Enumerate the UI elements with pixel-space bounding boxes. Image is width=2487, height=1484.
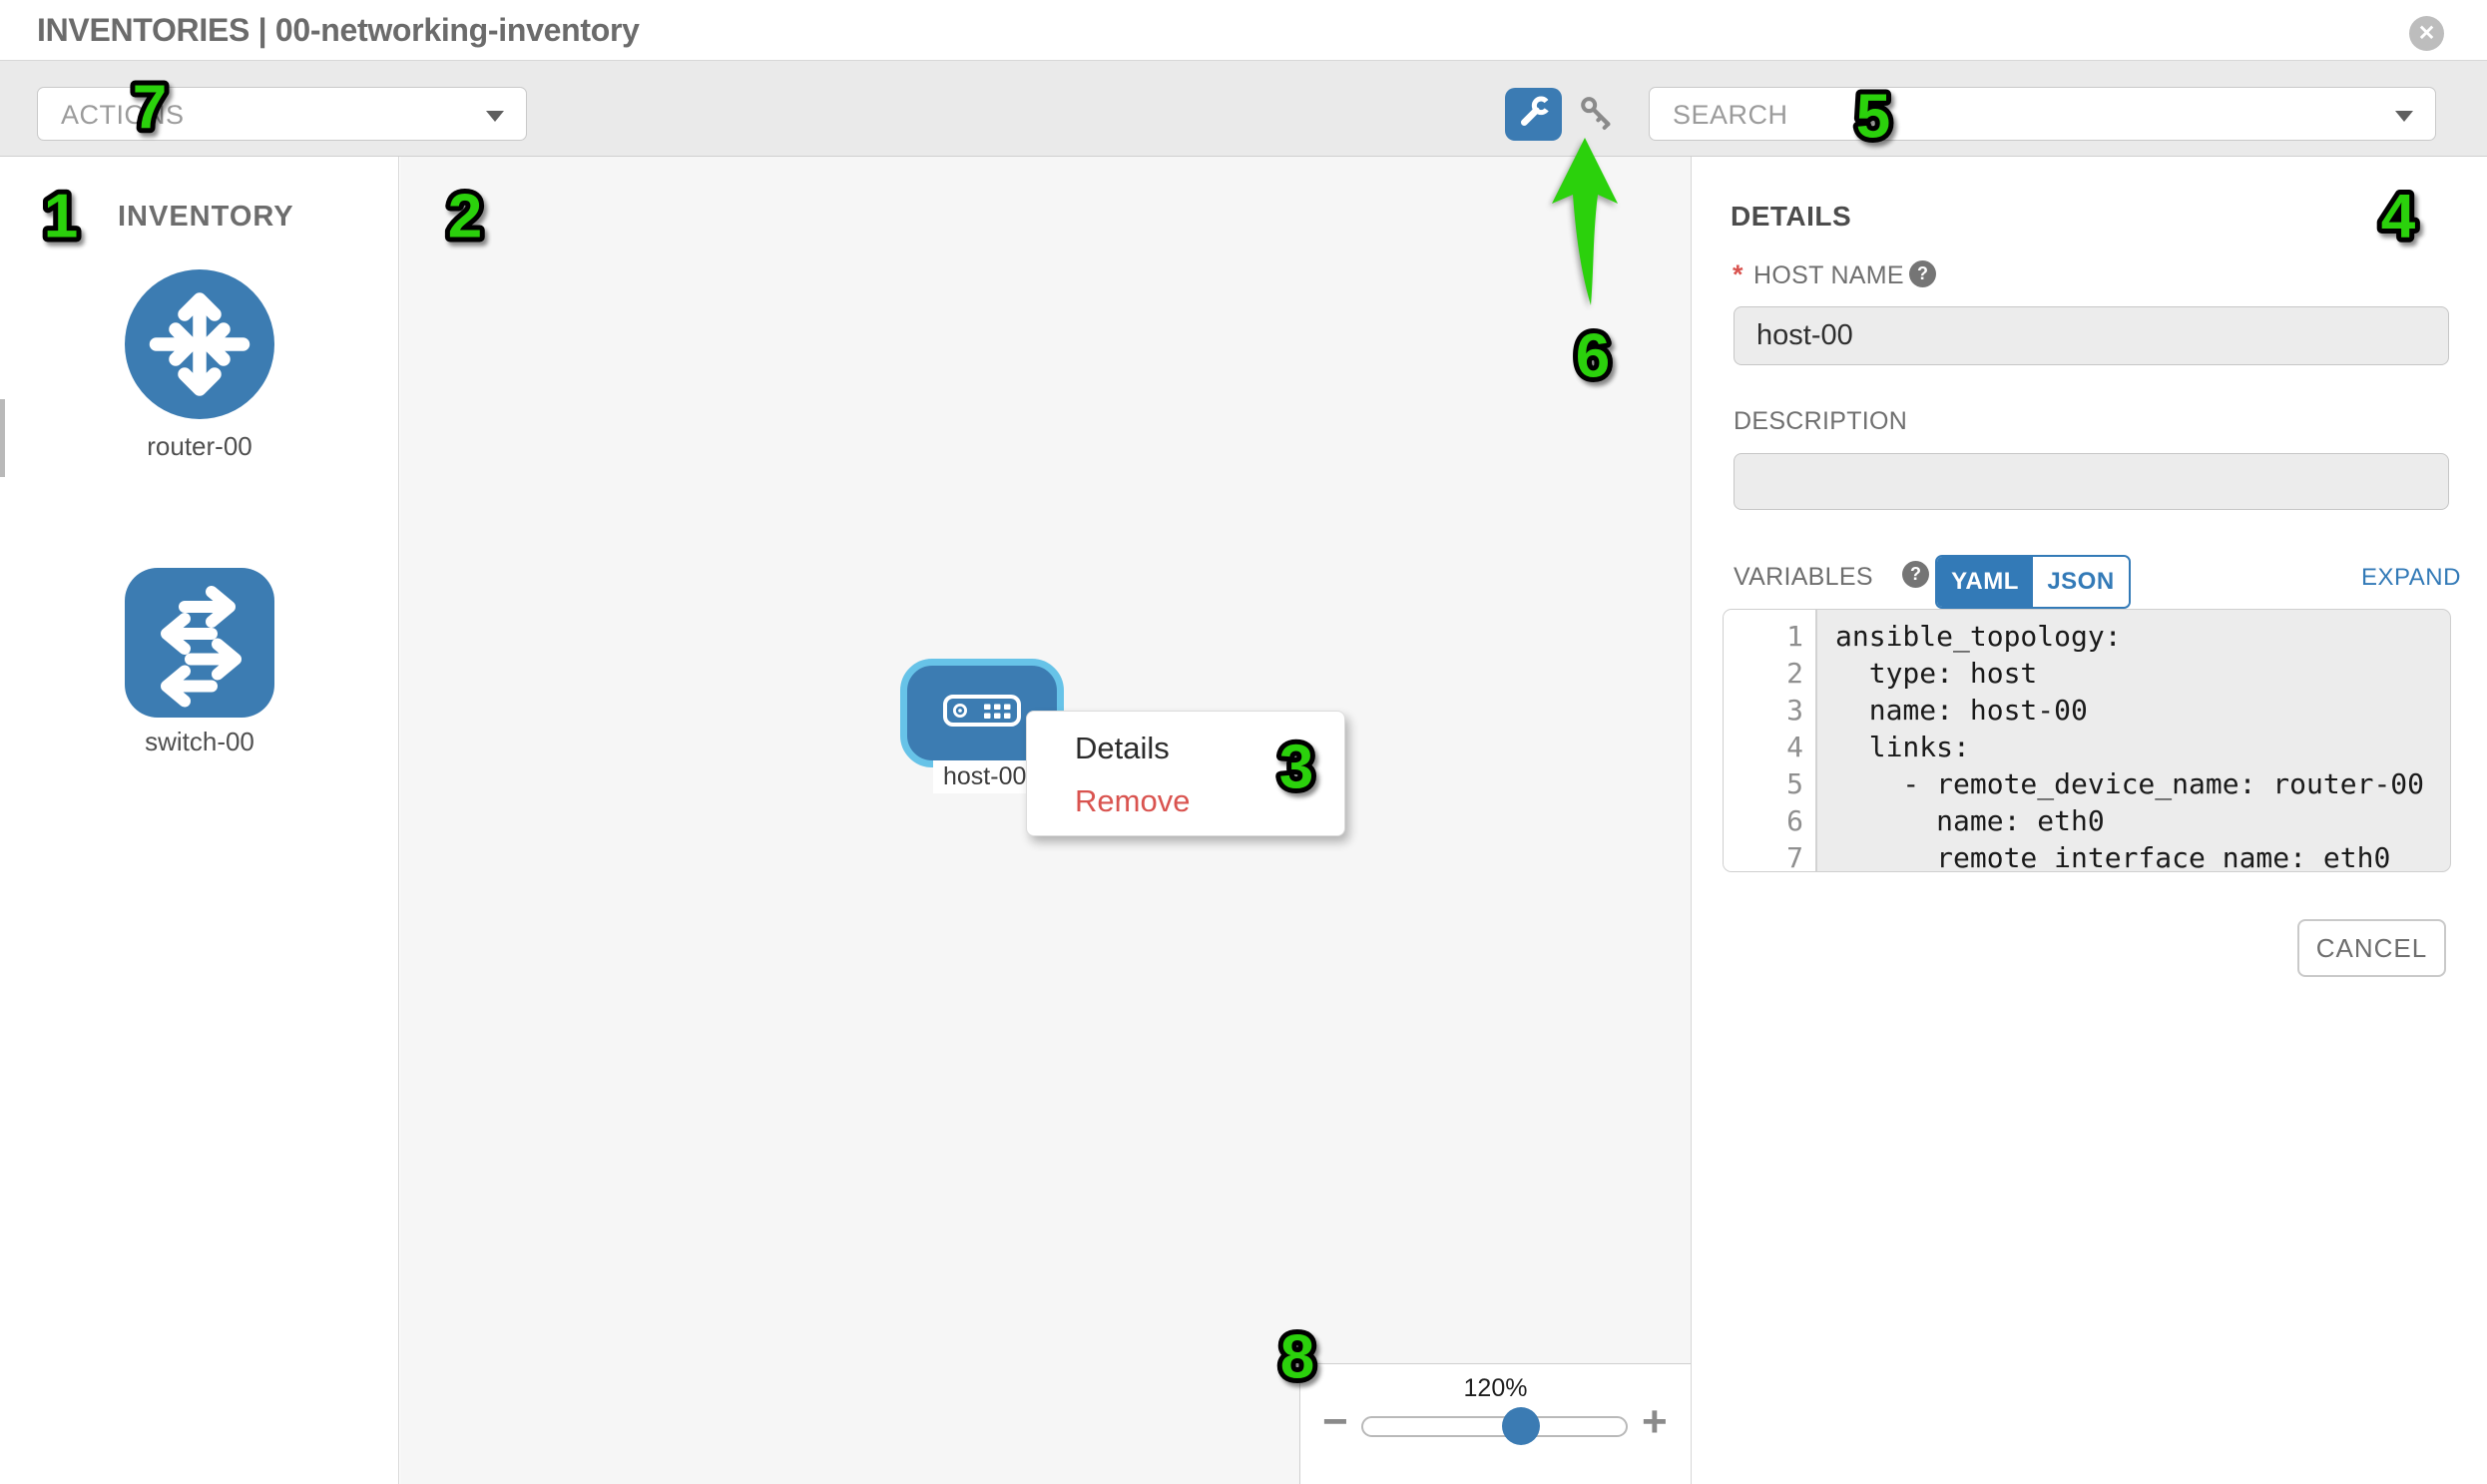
sidebar-item-router-label: router-00 [147, 431, 252, 461]
search-dropdown[interactable]: SEARCH [1649, 87, 2436, 141]
required-marker: * [1733, 259, 1743, 289]
sidebar-title: INVENTORY [118, 201, 294, 233]
inventory-sidebar: INVENTORY router-00 [0, 157, 399, 1484]
search-dropdown-label: SEARCH [1673, 100, 1788, 130]
expand-link[interactable]: EXPAND [2361, 564, 2461, 591]
code-line: 7 remote_interface_name: eth0 [1786, 841, 2391, 872]
router-icon [125, 269, 274, 424]
sidebar-scrollbar[interactable] [0, 399, 5, 477]
menu-item-details[interactable]: Details [1075, 731, 1170, 765]
actions-dropdown[interactable]: ACTIONS [37, 87, 527, 141]
chevron-down-icon [486, 111, 504, 122]
json-toggle-button[interactable]: JSON [2033, 557, 2129, 607]
zoom-in-button[interactable]: + [1642, 1397, 1668, 1446]
zoom-control: 120% − + [1299, 1363, 1691, 1484]
code-line: 1 ansible_topology: [1786, 620, 2122, 653]
host-icon [943, 695, 1021, 732]
close-icon[interactable]: ✕ [2409, 16, 2444, 51]
variables-help-icon[interactable]: ? [1902, 561, 1929, 588]
description-field[interactable] [1734, 453, 2449, 510]
details-panel: DETAILS * HOST NAME ? DESCRIPTION VARIAB… [1691, 157, 2487, 1484]
key-button[interactable] [1575, 93, 1619, 137]
variables-label: VARIABLES [1734, 563, 1873, 591]
host-name-label: HOST NAME [1753, 261, 1904, 289]
key-icon [1577, 93, 1617, 138]
yaml-toggle-button[interactable]: YAML [1937, 557, 2033, 607]
toolbar: ACTIONS SEARC [0, 61, 2487, 157]
zoom-slider-track[interactable] [1361, 1416, 1628, 1437]
cancel-button[interactable]: CANCEL [2297, 919, 2446, 977]
topology-canvas[interactable]: host-00 Details Remove 120% − + [400, 157, 1691, 1484]
code-line: 3 name: host-00 [1786, 694, 2088, 727]
page-title: INVENTORIES | 00-networking-inventory [37, 12, 640, 48]
sidebar-item-switch[interactable] [0, 568, 399, 723]
configure-button[interactable] [1505, 88, 1562, 141]
chevron-down-icon [2395, 111, 2413, 122]
code-line: 6 name: eth0 [1786, 804, 2105, 837]
node-context-menu: Details Remove [1026, 711, 1345, 836]
code-line: 4 links: [1786, 731, 1970, 763]
actions-dropdown-label: ACTIONS [61, 100, 185, 130]
code-line: 2 type: host [1786, 657, 2038, 690]
variables-code-editor[interactable]: 1 ansible_topology: 2 type: host 3 name: … [1723, 609, 2451, 872]
host-node-label: host-00 [933, 760, 1037, 793]
zoom-level-value: 120% [1463, 1374, 1528, 1402]
host-name-help-icon[interactable]: ? [1909, 260, 1936, 287]
window-header: INVENTORIES | 00-networking-inventory ✕ [0, 0, 2487, 61]
menu-item-remove[interactable]: Remove [1075, 783, 1191, 818]
code-lines: 1 ansible_topology: 2 type: host 3 name: … [1724, 618, 2450, 872]
zoom-out-button[interactable]: − [1322, 1397, 1348, 1446]
description-label: DESCRIPTION [1734, 407, 1908, 435]
switch-icon [125, 568, 274, 723]
sidebar-item-switch-label: switch-00 [145, 727, 254, 756]
details-panel-title: DETAILS [1731, 201, 1852, 232]
code-line: 5 - remote_device_name: router-00 [1786, 767, 2425, 800]
sidebar-item-router[interactable] [0, 269, 399, 424]
wrench-icon [1514, 93, 1554, 136]
zoom-slider-thumb[interactable] [1502, 1407, 1540, 1445]
variables-format-toggle: YAML JSON [1935, 555, 2131, 609]
line-number-gutter [1724, 610, 1817, 871]
host-name-field[interactable] [1734, 306, 2449, 365]
